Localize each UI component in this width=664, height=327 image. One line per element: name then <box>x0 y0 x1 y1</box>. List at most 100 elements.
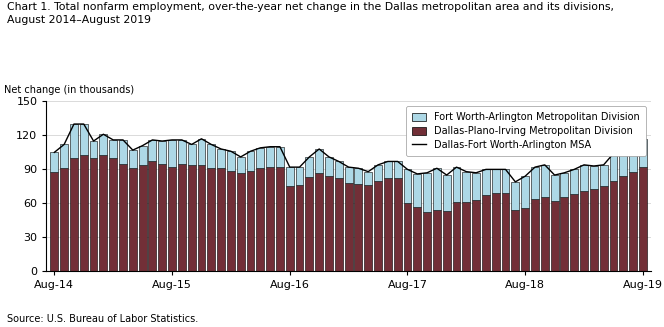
Dallas-Fort Worth-Arlington MSA <box>413 172 421 176</box>
Bar <box>531 199 539 271</box>
Bar <box>462 172 470 202</box>
Bar <box>70 158 78 271</box>
Bar <box>227 170 235 271</box>
Bar <box>266 147 274 167</box>
Bar <box>60 168 68 271</box>
Bar <box>158 141 166 164</box>
Bar <box>560 197 568 271</box>
Bar <box>482 196 490 271</box>
Bar <box>482 169 490 196</box>
Bar <box>325 176 333 271</box>
Bar <box>178 140 186 164</box>
Bar <box>550 175 558 201</box>
Bar <box>266 167 274 271</box>
Bar <box>404 203 412 271</box>
Bar <box>50 152 58 172</box>
Bar <box>531 167 539 199</box>
Text: Chart 1. Total nonfarm employment, over-the-year net change in the Dallas metrop: Chart 1. Total nonfarm employment, over-… <box>7 2 614 12</box>
Bar <box>246 170 254 271</box>
Bar <box>423 213 431 271</box>
Bar <box>610 153 618 181</box>
Bar <box>600 186 608 271</box>
Bar <box>256 168 264 271</box>
Dallas-Fort Worth-Arlington MSA <box>70 122 78 126</box>
Bar <box>394 179 402 271</box>
Bar <box>198 165 205 271</box>
Bar <box>168 167 176 271</box>
Bar <box>413 207 421 271</box>
Bar <box>60 145 68 168</box>
Bar <box>119 164 127 271</box>
Bar <box>384 162 392 179</box>
Bar <box>139 165 147 271</box>
Bar <box>600 165 608 186</box>
Dallas-Fort Worth-Arlington MSA <box>639 137 647 141</box>
Bar <box>256 148 264 168</box>
Bar <box>188 145 196 165</box>
Bar <box>80 155 88 271</box>
Bar <box>295 167 303 185</box>
Bar <box>374 181 382 271</box>
Bar <box>100 155 108 271</box>
Bar <box>149 140 156 162</box>
Dallas-Fort Worth-Arlington MSA <box>178 138 186 142</box>
Bar <box>158 164 166 271</box>
Dallas-Fort Worth-Arlington MSA <box>374 163 382 167</box>
Bar <box>580 165 588 191</box>
Bar <box>295 185 303 271</box>
Bar <box>620 176 627 271</box>
Bar <box>570 169 578 194</box>
Bar <box>345 167 353 183</box>
Bar <box>50 172 58 271</box>
Bar <box>384 179 392 271</box>
Bar <box>217 168 225 271</box>
Bar <box>80 124 88 155</box>
Bar <box>129 150 137 168</box>
Bar <box>639 167 647 271</box>
Bar <box>580 191 588 271</box>
Text: August 2014–August 2019: August 2014–August 2019 <box>7 15 151 25</box>
Bar <box>305 177 313 271</box>
Bar <box>355 184 363 271</box>
Bar <box>541 197 548 271</box>
Bar <box>325 157 333 176</box>
Bar <box>433 168 441 210</box>
Bar <box>590 166 598 189</box>
Bar <box>394 162 402 179</box>
Bar <box>610 181 618 271</box>
Bar <box>70 124 78 158</box>
Bar <box>198 139 205 165</box>
Bar <box>374 165 382 181</box>
Bar <box>110 140 117 158</box>
Bar <box>335 179 343 271</box>
Bar <box>443 175 451 211</box>
Bar <box>139 146 147 165</box>
Bar <box>413 174 421 207</box>
Bar <box>590 189 598 271</box>
Bar <box>620 153 627 176</box>
Bar <box>178 164 186 271</box>
Bar <box>443 211 451 271</box>
Bar <box>335 162 343 179</box>
Text: Net change (in thousands): Net change (in thousands) <box>4 85 134 95</box>
Bar <box>217 149 225 168</box>
Bar <box>453 202 460 271</box>
Bar <box>207 145 215 168</box>
Bar <box>168 140 176 167</box>
Legend: Fort Worth-Arlington Metropolitan Division, Dallas-Plano-Irving Metropolitan Div: Fort Worth-Arlington Metropolitan Divisi… <box>406 106 646 156</box>
Bar <box>188 165 196 271</box>
Bar <box>550 201 558 271</box>
Bar <box>453 167 460 202</box>
Bar <box>355 168 363 184</box>
Bar <box>345 183 353 271</box>
Bar <box>501 193 509 271</box>
Bar <box>207 168 215 271</box>
Bar <box>511 182 519 210</box>
Bar <box>110 158 117 271</box>
Bar <box>541 165 548 197</box>
Dallas-Fort Worth-Arlington MSA <box>266 145 274 149</box>
Dallas-Fort Worth-Arlington MSA <box>197 137 205 141</box>
Bar <box>501 169 509 193</box>
Bar <box>129 168 137 271</box>
Bar <box>286 167 293 186</box>
